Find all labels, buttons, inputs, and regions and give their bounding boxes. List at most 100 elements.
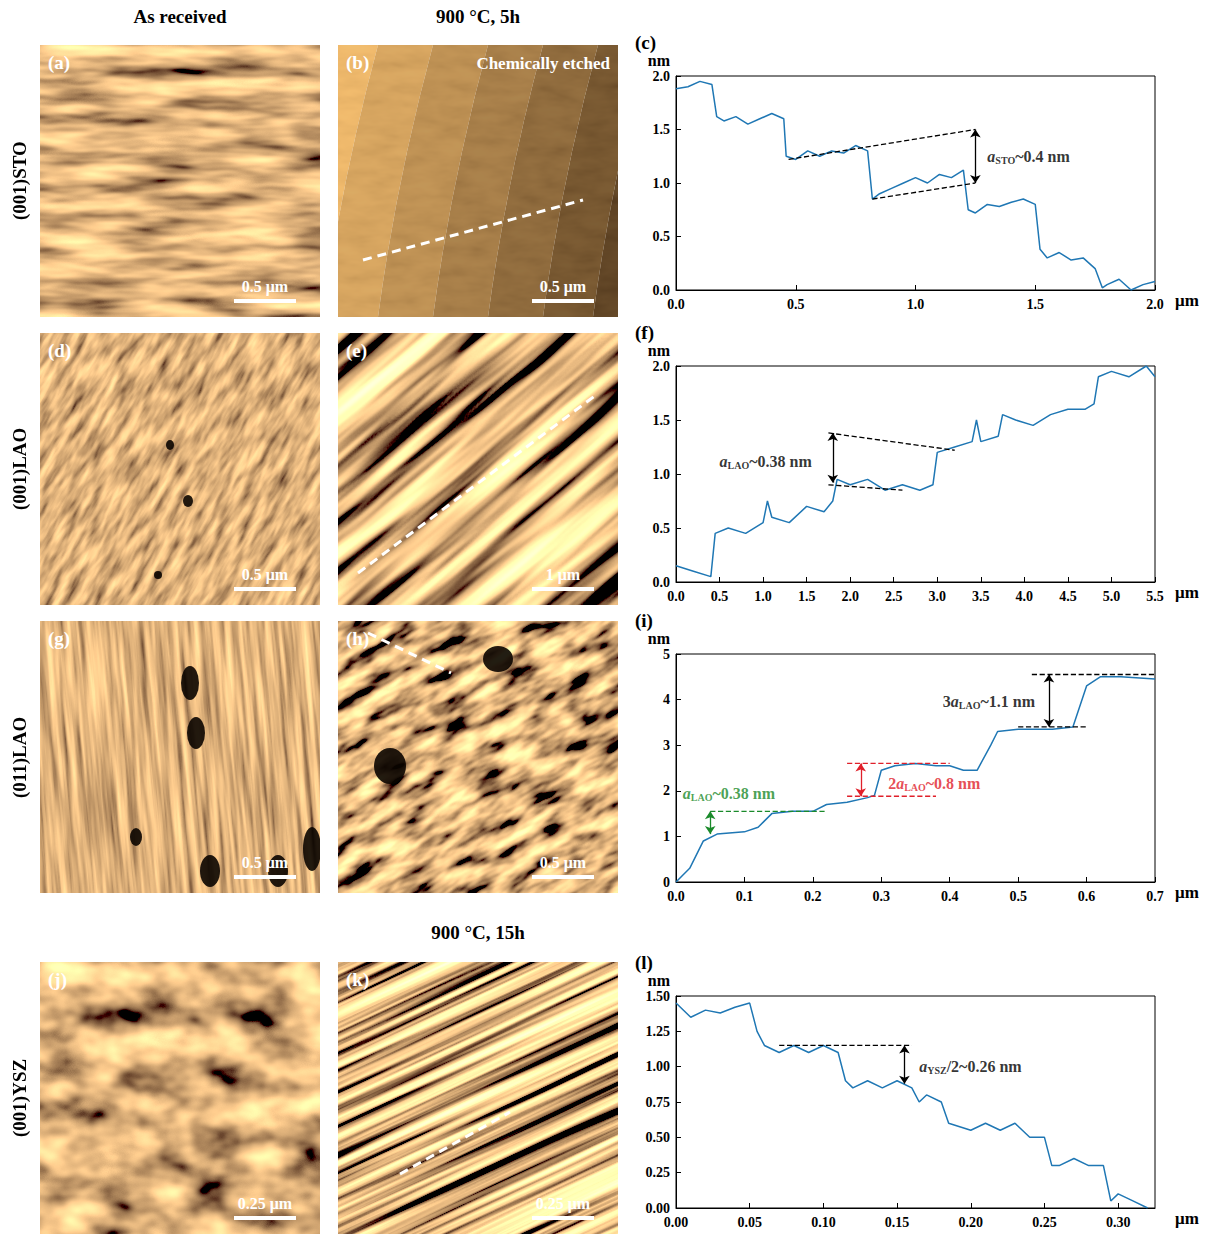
- svg-text:YSZ: YSZ: [927, 1065, 947, 1076]
- svg-text:LAO: LAO: [904, 782, 926, 793]
- svg-text:0.25: 0.25: [1032, 1215, 1057, 1230]
- svg-text:0.0: 0.0: [667, 589, 685, 604]
- svg-text:μm: μm: [1175, 883, 1199, 902]
- svg-text:0.5 μm: 0.5 μm: [540, 278, 587, 296]
- svg-text:1.00: 1.00: [646, 1059, 671, 1074]
- svg-text:0.0: 0.0: [653, 575, 671, 590]
- svg-text:0.5 μm: 0.5 μm: [242, 566, 289, 584]
- svg-text:a: a: [683, 785, 691, 802]
- svg-text:(h): (h): [346, 628, 369, 650]
- svg-text:2: 2: [663, 783, 670, 798]
- svg-text:μm: μm: [1175, 1209, 1199, 1228]
- svg-text:a: a: [896, 775, 904, 792]
- svg-text:(a): (a): [48, 52, 70, 74]
- svg-text:(d): (d): [48, 340, 71, 362]
- svg-text:a: a: [720, 453, 728, 470]
- svg-text:1.5: 1.5: [653, 413, 671, 428]
- svg-text:0.7: 0.7: [1146, 889, 1164, 904]
- svg-text:0.4: 0.4: [941, 889, 959, 904]
- svg-text:0.25 μm: 0.25 μm: [238, 1195, 293, 1213]
- svg-text:0.5: 0.5: [653, 229, 671, 244]
- svg-text:0.0: 0.0: [667, 889, 685, 904]
- svg-text:(g): (g): [48, 628, 70, 650]
- svg-text:3.5: 3.5: [972, 589, 990, 604]
- svg-text:1.0: 1.0: [653, 467, 671, 482]
- svg-text:2.0: 2.0: [841, 589, 859, 604]
- svg-text:STO: STO: [995, 155, 1015, 166]
- svg-text:0.15: 0.15: [885, 1215, 910, 1230]
- svg-text:0: 0: [663, 875, 670, 890]
- svg-text:0.5: 0.5: [653, 521, 671, 536]
- svg-text:3: 3: [663, 738, 670, 753]
- svg-text:0.25 μm: 0.25 μm: [536, 1195, 591, 1213]
- svg-text:2.0: 2.0: [653, 69, 671, 84]
- svg-text:3.0: 3.0: [929, 589, 947, 604]
- svg-text:nm: nm: [648, 52, 671, 69]
- svg-text:(c): (c): [635, 32, 656, 54]
- svg-text:1.5: 1.5: [798, 589, 816, 604]
- svg-text:(k): (k): [346, 969, 369, 991]
- svg-text:0.10: 0.10: [811, 1215, 836, 1230]
- svg-text:2: 2: [888, 775, 896, 792]
- svg-text:1.25: 1.25: [646, 1024, 671, 1039]
- svg-text:0.0: 0.0: [653, 283, 671, 298]
- svg-text:3: 3: [943, 693, 951, 710]
- svg-text:nm: nm: [648, 630, 671, 647]
- svg-text:0.25: 0.25: [646, 1165, 671, 1180]
- svg-text:nm: nm: [648, 342, 671, 359]
- svg-text:0.75: 0.75: [646, 1095, 671, 1110]
- svg-text:a: a: [987, 148, 995, 165]
- svg-text:LAO: LAO: [959, 700, 981, 711]
- svg-text:4.5: 4.5: [1059, 589, 1077, 604]
- svg-text:a: a: [951, 693, 959, 710]
- svg-text:(j): (j): [48, 969, 67, 991]
- svg-text:~0.38 nm: ~0.38 nm: [749, 453, 812, 470]
- svg-text:5.0: 5.0: [1103, 589, 1121, 604]
- svg-text:Chemically etched: Chemically etched: [476, 54, 610, 73]
- svg-text:0.2: 0.2: [804, 889, 822, 904]
- svg-text:1 μm: 1 μm: [546, 566, 581, 584]
- svg-text:(i): (i): [635, 610, 653, 632]
- svg-text:4: 4: [663, 692, 670, 707]
- svg-text:0.3: 0.3: [873, 889, 891, 904]
- svg-text:μm: μm: [1175, 291, 1199, 310]
- svg-text:5.5: 5.5: [1146, 589, 1164, 604]
- svg-text:/2~0.26 nm: /2~0.26 nm: [946, 1058, 1023, 1075]
- svg-text:0.5: 0.5: [787, 297, 805, 312]
- svg-text:0.0: 0.0: [667, 297, 685, 312]
- svg-text:2.0: 2.0: [653, 359, 671, 374]
- svg-text:~0.38 nm: ~0.38 nm: [713, 785, 776, 802]
- svg-text:LAO: LAO: [691, 792, 713, 803]
- svg-text:0.05: 0.05: [737, 1215, 761, 1230]
- svg-text:0.5: 0.5: [1009, 889, 1027, 904]
- svg-text:0.5 μm: 0.5 μm: [242, 278, 289, 296]
- svg-text:~0.8 nm: ~0.8 nm: [926, 775, 981, 792]
- svg-text:2.0: 2.0: [1146, 297, 1164, 312]
- svg-text:a: a: [919, 1058, 927, 1075]
- svg-text:nm: nm: [648, 972, 671, 989]
- svg-text:0.30: 0.30: [1106, 1215, 1131, 1230]
- svg-text:4.0: 4.0: [1016, 589, 1033, 604]
- svg-text:~0.4 nm: ~0.4 nm: [1015, 148, 1070, 165]
- svg-text:0.5 μm: 0.5 μm: [540, 854, 587, 872]
- svg-text:1.0: 1.0: [653, 176, 671, 191]
- svg-text:1.5: 1.5: [1027, 297, 1045, 312]
- svg-text:(b): (b): [346, 52, 369, 74]
- svg-text:0.20: 0.20: [959, 1215, 984, 1230]
- svg-text:1.0: 1.0: [907, 297, 925, 312]
- svg-text:(l): (l): [635, 952, 653, 974]
- svg-text:1.50: 1.50: [646, 989, 671, 1004]
- svg-text:0.5: 0.5: [711, 589, 729, 604]
- svg-text:0.5 μm: 0.5 μm: [242, 854, 289, 872]
- svg-text:0.1: 0.1: [736, 889, 754, 904]
- svg-text:5: 5: [663, 647, 670, 662]
- svg-text:1.5: 1.5: [653, 122, 671, 137]
- svg-text:(f): (f): [635, 322, 654, 344]
- svg-text:0.6: 0.6: [1078, 889, 1096, 904]
- svg-text:1.0: 1.0: [754, 589, 772, 604]
- svg-text:2.5: 2.5: [885, 589, 903, 604]
- svg-text:0.50: 0.50: [646, 1130, 671, 1145]
- svg-text:0.00: 0.00: [646, 1201, 671, 1216]
- svg-text:LAO: LAO: [728, 460, 750, 471]
- svg-text:1: 1: [663, 829, 670, 844]
